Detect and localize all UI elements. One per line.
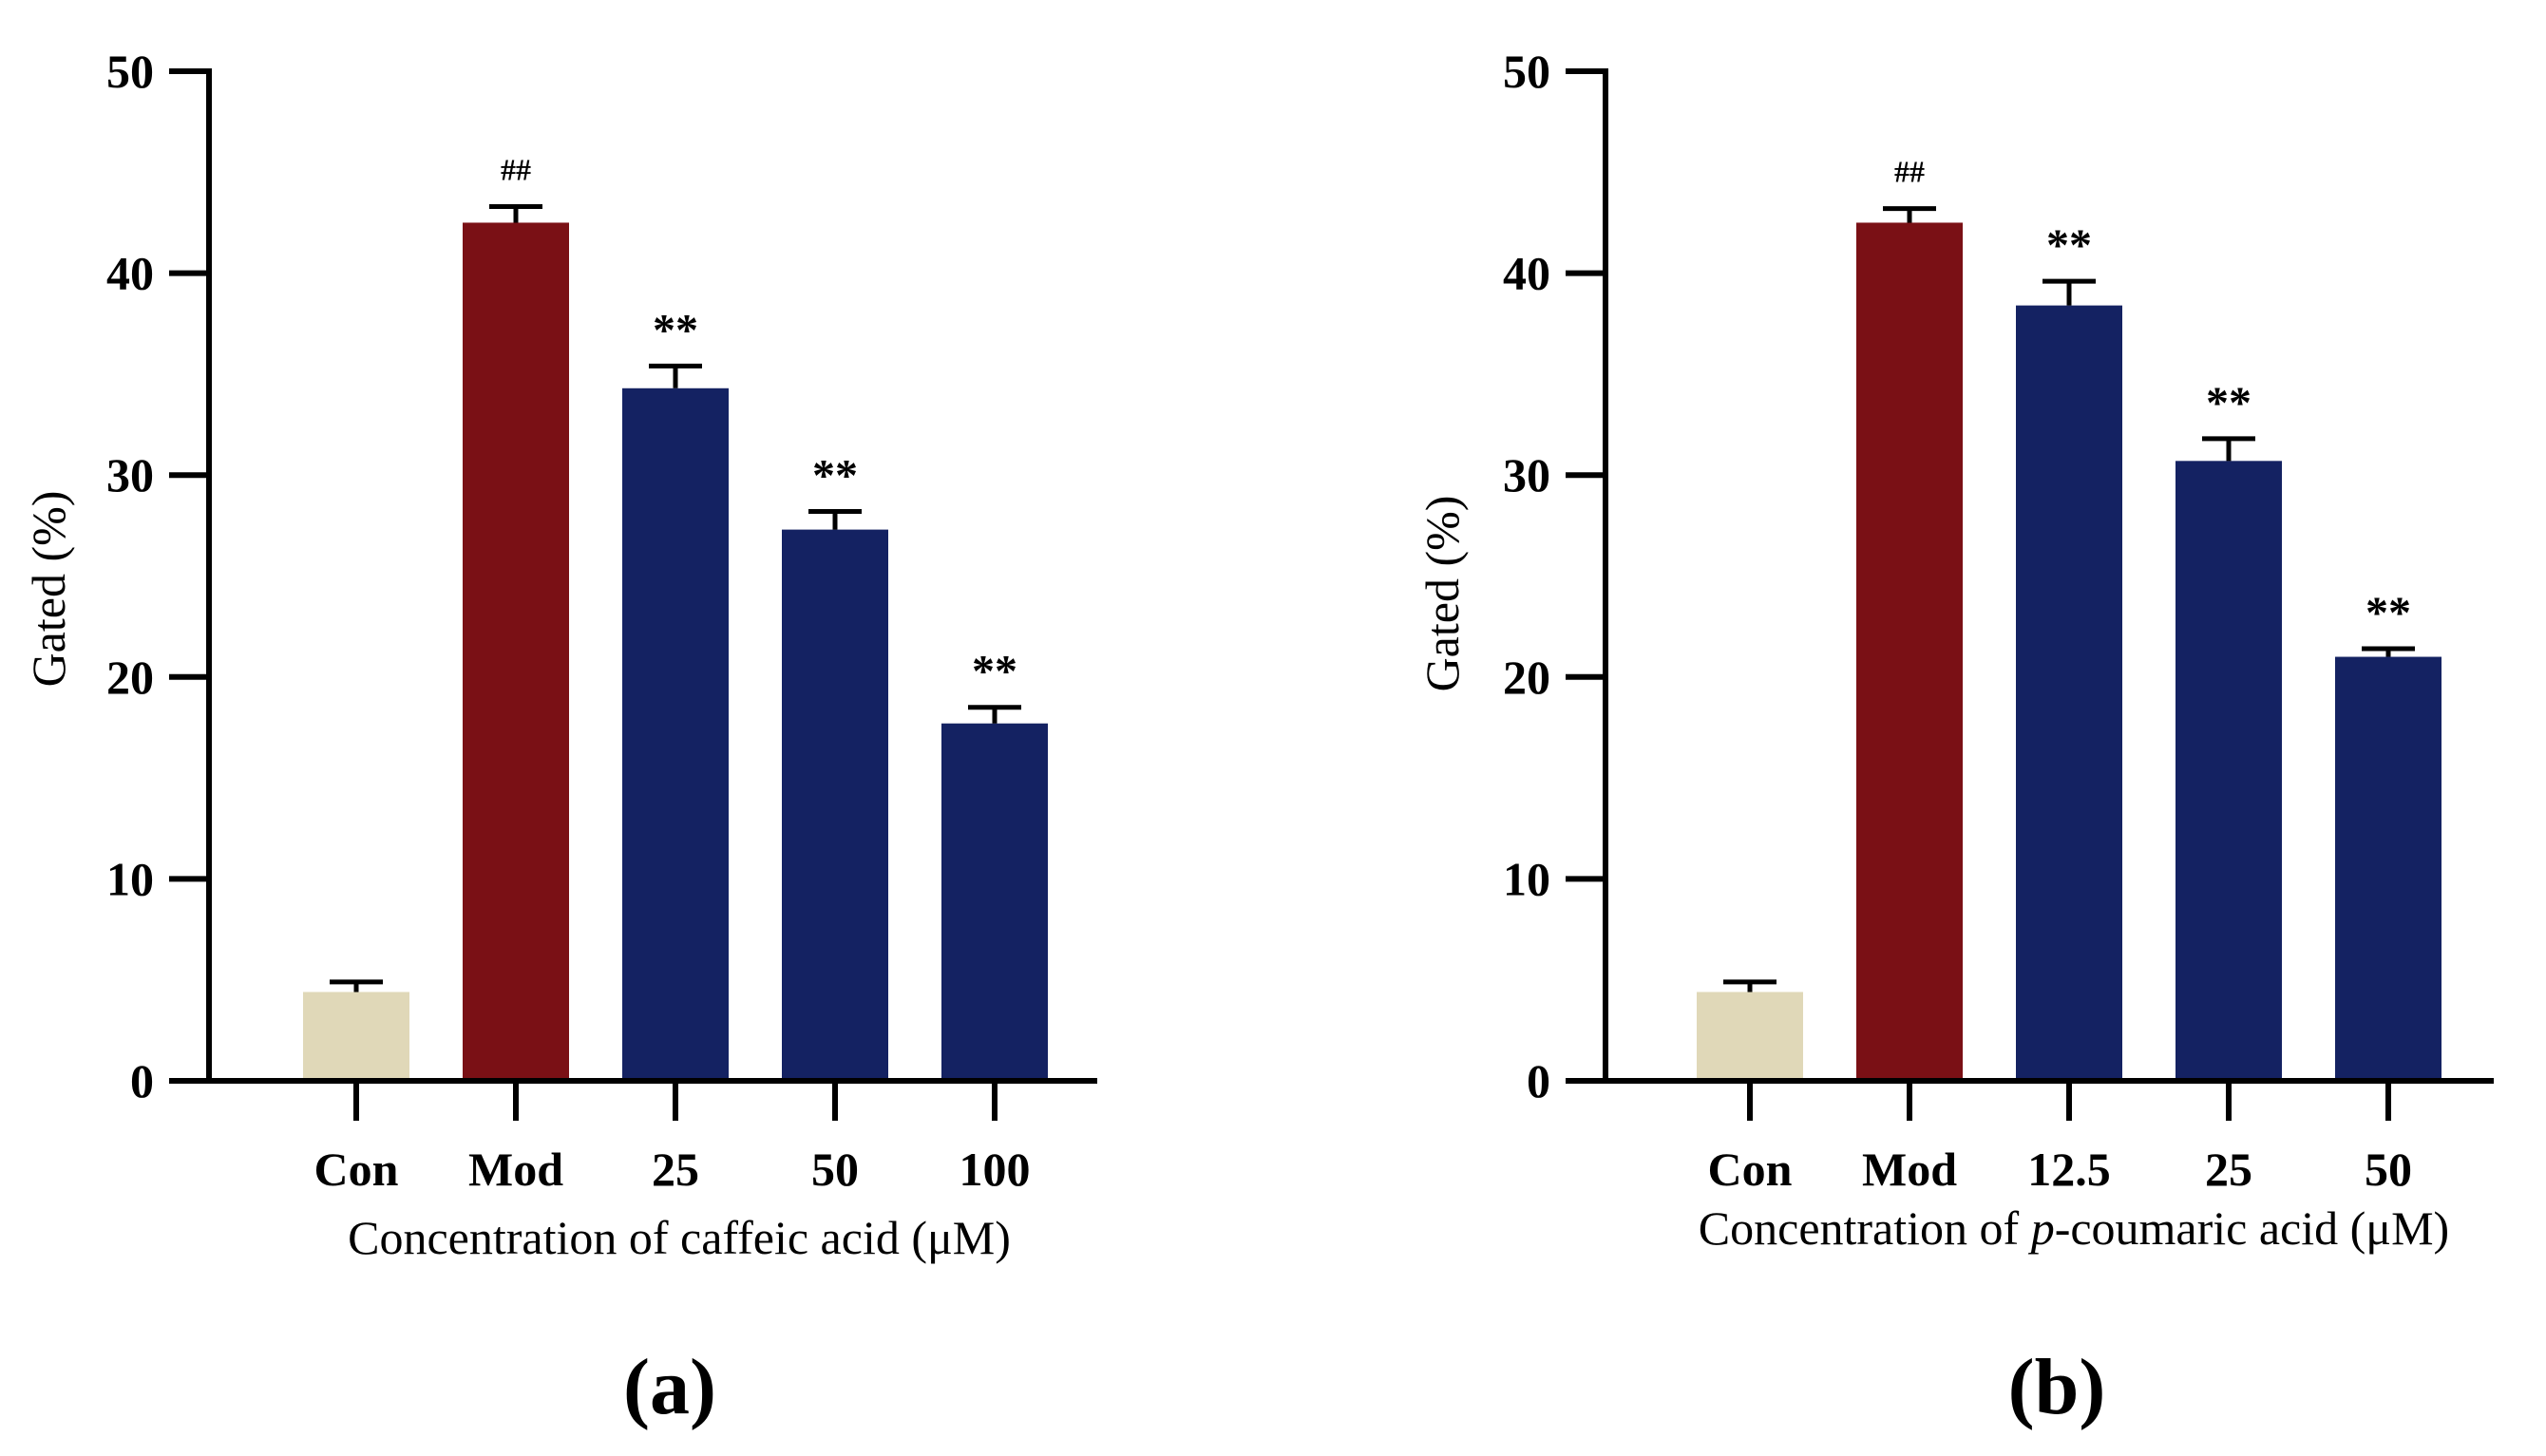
significance-marker: ** [972, 647, 1017, 697]
y-tick-label: 40 [1503, 247, 1550, 300]
bar-50 [2335, 656, 2442, 1081]
error-bar [1883, 206, 1936, 223]
x-tick-label: Mod [1862, 1143, 1957, 1196]
significance-marker: ## [501, 152, 531, 186]
y-axis-title: Gated (%) [22, 491, 75, 688]
significance-marker: ** [2206, 378, 2252, 428]
bar-Con [303, 992, 409, 1081]
x-tick-label: 50 [811, 1143, 859, 1196]
bar-25 [2176, 461, 2282, 1081]
error-bar [2202, 436, 2255, 462]
x-tick-label: Con [1708, 1143, 1793, 1196]
y-tick-label: 10 [1503, 852, 1550, 905]
bar-Mod [1856, 222, 1963, 1081]
chart-panel-1: Con ## Mod ** 25 ** 50 ** 100 0 10 20 30 40 50 Gated (%… [22, 45, 1097, 1431]
error-bar [968, 705, 1021, 724]
x-tick-label: 100 [960, 1143, 1031, 1196]
x-tick-label: 25 [652, 1143, 699, 1196]
error-bar [2042, 278, 2096, 306]
panel-label: (b) [2008, 1343, 2106, 1431]
significance-marker: ** [2046, 220, 2092, 271]
x-tick-label: 50 [2365, 1143, 2412, 1196]
x-tick-label: 12.5 [2027, 1143, 2111, 1196]
error-bar [2362, 646, 2415, 657]
error-bar [330, 979, 383, 993]
y-tick-label: 0 [130, 1054, 154, 1107]
significance-marker: ** [2366, 588, 2411, 638]
y-tick-label: 20 [1503, 651, 1550, 704]
y-axis-title: Gated (%) [1416, 496, 1469, 692]
y-tick-label: 30 [106, 448, 154, 501]
chart-panel-2: Con ## Mod ** 12.5 ** 25 ** 50 0 10 20 30 40 50 Gated (… [1416, 45, 2494, 1431]
error-bar [489, 203, 542, 223]
y-tick-label: 40 [106, 247, 154, 300]
y-tick-label: 50 [1503, 45, 1550, 98]
bar-Mod [463, 222, 569, 1081]
x-tick-label: Con [314, 1143, 399, 1196]
bar-100 [941, 723, 1048, 1081]
bar-50 [782, 529, 888, 1081]
significance-marker: ## [1894, 155, 1925, 189]
significance-marker: ** [812, 450, 858, 501]
x-axis-title: Concentration of caffeic acid (μM) [348, 1211, 1011, 1264]
y-tick-label: 10 [106, 852, 154, 905]
y-tick-label: 50 [106, 45, 154, 98]
bar-Con [1697, 992, 1803, 1081]
error-bar [1723, 979, 1776, 993]
x-axis-title: Concentration of p-coumaric acid (μM) [1699, 1201, 2449, 1255]
y-tick-label: 30 [1503, 448, 1550, 501]
significance-marker: ** [653, 305, 698, 355]
bar-25 [622, 388, 729, 1082]
x-tick-label: Mod [468, 1143, 563, 1196]
error-bar [808, 508, 862, 530]
panel-label: (a) [623, 1343, 716, 1431]
error-bar [649, 363, 702, 388]
y-tick-label: 0 [1527, 1054, 1550, 1107]
y-tick-label: 20 [106, 651, 154, 704]
bar-12-5 [2016, 305, 2122, 1082]
x-tick-label: 25 [2205, 1143, 2252, 1196]
